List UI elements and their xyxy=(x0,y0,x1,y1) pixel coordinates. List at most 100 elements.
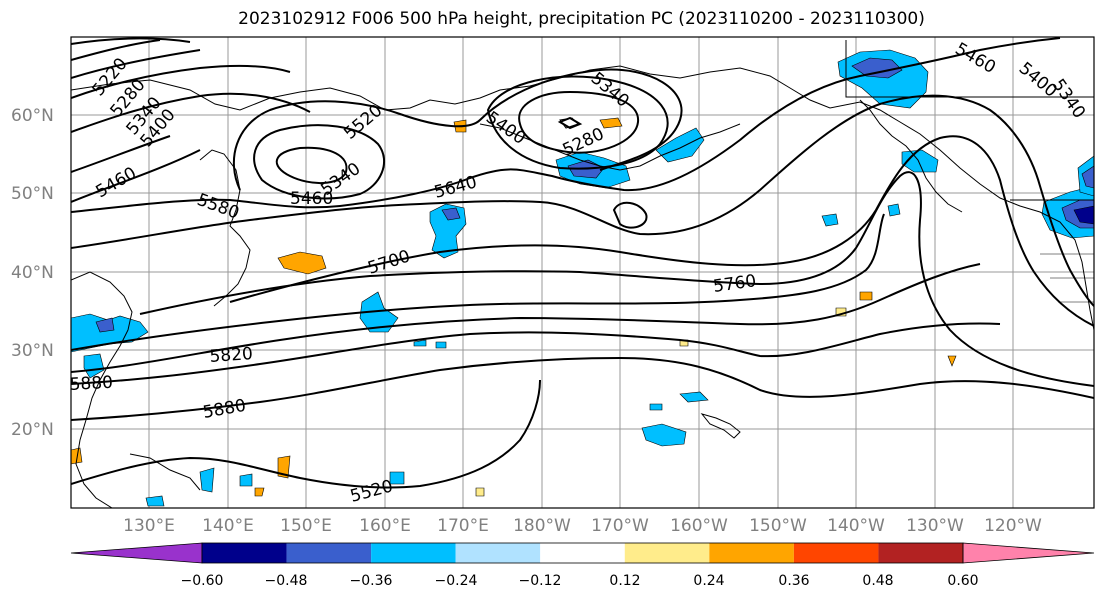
colorbar-swatch xyxy=(455,543,541,563)
precip-patch xyxy=(649,403,663,411)
coastline xyxy=(71,65,1094,331)
precip-patch xyxy=(851,57,903,79)
precip-patch xyxy=(435,341,447,349)
colorbar-swatch xyxy=(371,543,456,563)
height-contour xyxy=(253,124,385,200)
precip-patch xyxy=(199,467,215,493)
precip-patch xyxy=(277,455,291,479)
lon-label: 150°W xyxy=(749,516,807,536)
lon-label: 140°W xyxy=(827,516,885,536)
coastline xyxy=(700,413,741,439)
colorbar-swatch xyxy=(202,543,287,563)
coastline xyxy=(71,271,133,508)
height-contour xyxy=(71,64,291,99)
height-contour xyxy=(71,263,981,373)
height-contour xyxy=(612,201,648,229)
colorbar-tick-label: 0.60 xyxy=(947,573,978,589)
precip-patch xyxy=(641,423,687,447)
height-contour xyxy=(71,213,885,351)
colorbar-swatch xyxy=(286,543,372,563)
lat-label-30n: 30°N xyxy=(11,341,54,361)
height-contour xyxy=(71,37,191,45)
colorbar-tick-label: 0.12 xyxy=(609,573,640,589)
height-contour xyxy=(71,356,1094,421)
border xyxy=(1040,253,1094,303)
lat-label-60n: 60°N xyxy=(11,106,54,126)
colorbar-swatch xyxy=(709,543,794,563)
coastline xyxy=(859,99,963,213)
colorbar-swatch xyxy=(624,543,710,563)
height-contour xyxy=(71,49,201,79)
lon-label: 150°E xyxy=(280,516,332,536)
precip-patch xyxy=(83,353,105,379)
latitude-axis: 60°N 50°N 40°N 30°N 20°N xyxy=(11,106,54,440)
lon-label: 160°E xyxy=(359,516,411,536)
map-title: 2023102912 F006 500 hPa height, precipit… xyxy=(238,9,925,29)
height-contour xyxy=(71,94,1094,307)
height-contour xyxy=(557,116,583,130)
precip-patch xyxy=(947,355,957,367)
precip-patch xyxy=(254,487,265,497)
precip-patch xyxy=(413,339,427,347)
lon-label: 140°E xyxy=(202,516,254,536)
precip-patch xyxy=(145,495,165,507)
height-contour xyxy=(518,90,640,154)
precip-patch xyxy=(599,117,623,129)
height-contours xyxy=(71,37,1094,489)
precip-patch xyxy=(389,471,405,485)
colorbar-tick-label: −0.48 xyxy=(265,573,308,589)
precip-patch xyxy=(887,203,901,217)
precip-patch xyxy=(901,149,939,173)
precip-shading xyxy=(71,49,1094,507)
precip-patch xyxy=(475,487,485,497)
colorbar-ticks: −0.60 −0.48 −0.36 −0.24 −0.12 0.12 0.24 … xyxy=(181,573,979,589)
lat-label-20n: 20°N xyxy=(11,420,54,440)
precip-patch xyxy=(441,207,461,221)
colorbar-extension-low xyxy=(70,542,203,564)
coastline xyxy=(129,453,201,491)
lon-label: 170°E xyxy=(437,516,489,536)
height-contour xyxy=(71,39,161,61)
height-contour xyxy=(71,322,1001,385)
colorbar-tick-label: 0.36 xyxy=(778,573,809,589)
colorbar-segments xyxy=(70,542,1095,564)
contour-label: 5820 xyxy=(209,344,254,367)
height-contour xyxy=(71,135,171,173)
height-contour xyxy=(71,149,201,203)
height-contour xyxy=(229,135,1094,327)
height-contour xyxy=(139,171,1094,387)
height-contour xyxy=(275,146,348,185)
colorbar-tick-label: −0.24 xyxy=(435,573,478,589)
longitude-axis: 130°E 140°E 150°E 160°E 170°E 180°W 170°… xyxy=(123,516,1042,536)
lon-label: 160°W xyxy=(670,516,728,536)
precip-patch xyxy=(1081,165,1094,189)
precip-patch xyxy=(655,127,705,163)
colorbar-tick-label: −0.60 xyxy=(181,573,224,589)
height-contour xyxy=(486,75,669,170)
precip-patch xyxy=(71,447,83,465)
height-contour xyxy=(71,37,1061,213)
colorbar-tick-label: −0.36 xyxy=(350,573,393,589)
graticule xyxy=(71,37,1094,508)
map-frame xyxy=(70,36,1095,509)
precip-patch xyxy=(239,473,253,487)
height-contour xyxy=(232,68,683,191)
precip-patch xyxy=(859,291,873,301)
height-contour xyxy=(71,92,311,133)
precip-patch xyxy=(821,213,839,227)
precip-patch xyxy=(71,313,149,353)
contour-label: 5460 xyxy=(290,189,333,209)
colorbar-outline xyxy=(201,542,964,564)
precip-patch xyxy=(679,391,709,403)
lon-label: 130°E xyxy=(123,516,175,536)
map-panel: 5220 5280 5340 5400 5460 5580 5460 5340 … xyxy=(69,36,1095,509)
lon-label: 170°W xyxy=(591,516,649,536)
lat-label-40n: 40°N xyxy=(11,263,54,283)
lat-label-50n: 50°N xyxy=(11,184,54,204)
height-contour xyxy=(71,379,541,489)
border xyxy=(845,40,1094,98)
contour-label: 5880 xyxy=(69,373,113,395)
precip-patch xyxy=(95,317,115,333)
colorbar-swatch xyxy=(793,543,879,563)
coastline xyxy=(479,123,741,171)
